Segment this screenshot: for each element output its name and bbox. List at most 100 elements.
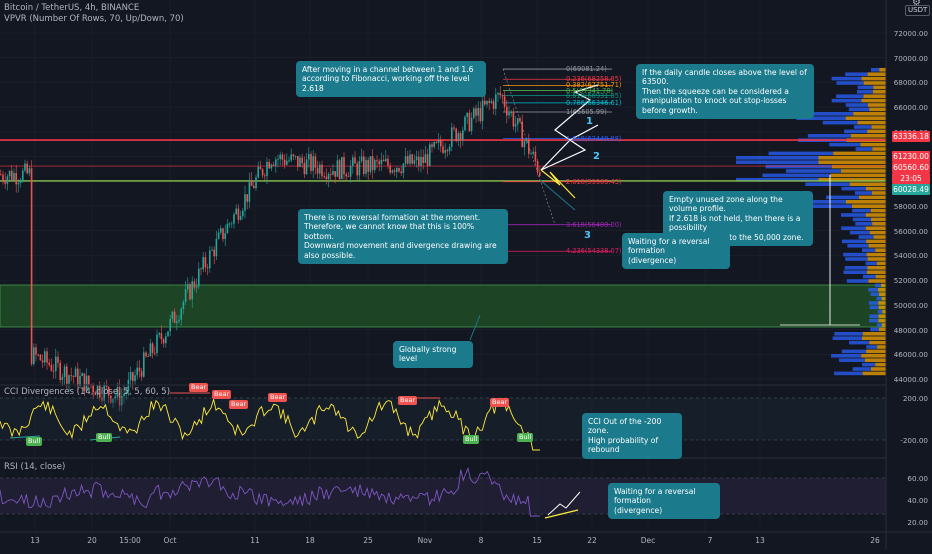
volume-bar-up bbox=[862, 248, 876, 252]
volume-bar-down bbox=[865, 213, 886, 217]
volume-bar-down bbox=[875, 362, 886, 367]
candle-body bbox=[118, 387, 121, 406]
candles bbox=[0, 86, 541, 412]
gear-icon[interactable]: ⚙ bbox=[912, 0, 921, 8]
volume-bar-up bbox=[843, 270, 867, 274]
annotation-line: Then the squeeze can be considered a bbox=[642, 86, 789, 96]
volume-bar-down bbox=[871, 217, 886, 222]
candle-body bbox=[264, 175, 266, 177]
volume-bar-down bbox=[861, 76, 886, 81]
volume-bar-up bbox=[834, 332, 863, 336]
annotation-channel: After moving in a channel between 1 and … bbox=[296, 61, 486, 98]
volume-bar-down bbox=[845, 116, 886, 120]
candle-body bbox=[22, 170, 24, 182]
bull-signal: Bull bbox=[26, 437, 43, 446]
time-tick: 13 bbox=[755, 536, 765, 545]
volume-bar-down bbox=[861, 354, 886, 358]
price-tick: 66000.00 bbox=[893, 103, 928, 113]
candle-body bbox=[68, 375, 70, 384]
volume-bar-down bbox=[879, 292, 886, 296]
bear-signal: Bear bbox=[398, 396, 418, 405]
annotation-line: Empty unused zone along the volume profi… bbox=[669, 195, 783, 214]
candle-body bbox=[215, 238, 218, 257]
time-tick: 20 bbox=[87, 536, 97, 545]
candle-body bbox=[143, 352, 145, 377]
volume-bar-down bbox=[864, 358, 886, 362]
candle-body bbox=[200, 268, 202, 270]
support-zone bbox=[0, 284, 887, 328]
volume-bar-down bbox=[831, 164, 886, 169]
candle-body bbox=[37, 354, 39, 356]
candle-body bbox=[132, 372, 134, 382]
drawings bbox=[469, 84, 860, 341]
candle-body bbox=[275, 159, 277, 166]
candle-body bbox=[209, 250, 211, 269]
candle-body bbox=[308, 154, 310, 160]
candle-body bbox=[473, 108, 475, 118]
candle-body bbox=[347, 176, 350, 178]
candle-body bbox=[404, 156, 407, 164]
candle-body bbox=[435, 142, 438, 143]
price-tick: 70000.00 bbox=[893, 53, 928, 63]
candle-body bbox=[323, 176, 325, 178]
price-tick: 58000.00 bbox=[893, 202, 928, 211]
annotation-line: Therefore, we cannot know that this is 1… bbox=[304, 222, 475, 241]
candle-body bbox=[191, 281, 193, 300]
candle-body bbox=[15, 173, 17, 185]
volume-bar-up bbox=[857, 85, 874, 90]
annotation-line: of movement into the 50,000 zone. bbox=[669, 232, 804, 242]
annotation-line: (divergence) bbox=[628, 255, 677, 265]
volume-bar-down bbox=[845, 200, 886, 204]
candle-body bbox=[204, 257, 207, 268]
candle-body bbox=[325, 176, 328, 180]
volume-bar-down bbox=[871, 125, 886, 129]
volume-bar-down bbox=[879, 68, 886, 72]
candle-body bbox=[125, 391, 127, 394]
candle-body bbox=[345, 174, 347, 177]
candle-body bbox=[334, 171, 336, 177]
candle-body bbox=[400, 171, 402, 174]
candle-body bbox=[59, 362, 61, 381]
volume-bar-down bbox=[866, 270, 886, 274]
candle-body bbox=[96, 385, 99, 396]
candle-body bbox=[314, 156, 317, 168]
volume-bar-down bbox=[876, 261, 886, 266]
candle-body bbox=[176, 321, 178, 323]
price-label: 60028.49 bbox=[892, 184, 930, 195]
volume-bar-down bbox=[877, 345, 886, 349]
rsi-tick: 60.00 bbox=[907, 474, 928, 483]
candle-body bbox=[539, 172, 541, 176]
candle-body bbox=[77, 368, 79, 387]
candle-body bbox=[167, 331, 169, 337]
volume-bar-down bbox=[867, 103, 886, 107]
candle-body bbox=[330, 174, 332, 175]
annotation-line: Waiting for a reversal formation bbox=[628, 237, 710, 256]
candle-body bbox=[224, 233, 226, 240]
volume-bar-up bbox=[736, 160, 819, 164]
candle-body bbox=[198, 268, 200, 287]
volume-bar-up bbox=[853, 125, 872, 129]
candle-body bbox=[391, 170, 394, 173]
candle-body bbox=[4, 180, 6, 184]
price-tick: 54000.00 bbox=[893, 251, 928, 261]
price-label: 60560.60 bbox=[892, 162, 930, 173]
candle-body bbox=[74, 368, 77, 377]
candle-body bbox=[213, 249, 215, 257]
connector-line bbox=[539, 179, 576, 211]
bear-signal: Bear bbox=[212, 390, 232, 399]
currency-button[interactable]: USDT bbox=[905, 5, 931, 16]
volume-bar-up bbox=[841, 349, 867, 354]
volume-bar-up bbox=[852, 208, 871, 213]
candle-body bbox=[528, 139, 530, 154]
rsi-indicator-title[interactable]: RSI (14, close) bbox=[4, 462, 66, 472]
cci-indicator-title[interactable]: CCI Divergences (14, close, 5, 5, 60, 5) bbox=[4, 387, 171, 397]
volume-bar-down bbox=[862, 332, 886, 336]
candle-body bbox=[486, 100, 488, 105]
candle-body bbox=[13, 173, 15, 181]
volume-bar-up bbox=[836, 81, 864, 85]
volume-bar-down bbox=[872, 90, 886, 94]
fib-trend-line bbox=[502, 68, 556, 225]
volume-bar-up bbox=[813, 112, 854, 116]
vpvr-indicator-title[interactable]: VPVR (Number Of Rows, 70, Up/Down, 70) bbox=[4, 14, 184, 24]
